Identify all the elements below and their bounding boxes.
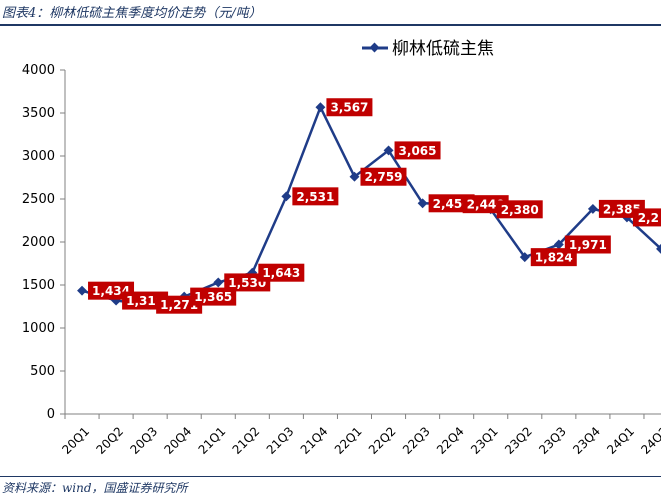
data-label: 1,971 [564, 235, 611, 254]
x-tick-label: 23Q1 [468, 424, 501, 457]
data-label-box [564, 235, 611, 254]
data-point [553, 239, 564, 250]
data-label-text: 3,065 [399, 144, 437, 158]
data-point [383, 145, 394, 156]
y-tick-label: 2000 [22, 235, 55, 250]
data-label-text: 2,2 [638, 211, 659, 225]
x-tick-label: 23Q3 [536, 424, 569, 457]
legend: 柳林低硫主焦 [362, 39, 494, 59]
data-label-text: 2,380 [501, 203, 539, 217]
top-divider [0, 24, 661, 26]
x-tick-label: 21Q2 [230, 424, 263, 457]
y-tick-label: 3000 [22, 149, 55, 164]
x-tick-label: 20Q1 [59, 424, 92, 457]
data-label-box [258, 263, 305, 282]
x-tick-label: 23Q4 [570, 424, 603, 457]
y-tick-label: 2500 [22, 192, 55, 207]
data-label-text: 1,271 [160, 298, 198, 312]
data-label: 3,065 [394, 141, 441, 160]
source-note: 资料来源：wind，国盛证券研究所 [2, 481, 188, 495]
data-point [656, 243, 661, 254]
data-label-text: 1,971 [569, 238, 607, 252]
data-label-box [190, 287, 237, 306]
legend-marker [369, 42, 380, 53]
data-label-box [496, 200, 543, 219]
y-tick-label: 1500 [22, 278, 55, 293]
data-label: 2,380 [496, 200, 543, 219]
data-label-box [292, 187, 339, 206]
data-label-box [394, 141, 441, 160]
data-label: 2,531 [292, 187, 339, 206]
data-label-box [326, 98, 373, 117]
x-tick-label: 21Q1 [196, 424, 229, 457]
figure-title: 图表4：柳林低硫主焦季度均价走势（元/吨） [2, 6, 262, 21]
data-label-text: 2,440 [467, 198, 505, 212]
data-label-text: 2,531 [296, 190, 334, 204]
data-label: 1,365 [190, 287, 237, 306]
data-label: 2,759 [360, 167, 407, 186]
bottom-divider [0, 476, 661, 477]
y-tick-label: 500 [30, 364, 55, 379]
data-point [417, 198, 428, 209]
x-tick-label: 22Q3 [400, 424, 433, 457]
x-tick-label: 22Q4 [434, 424, 467, 457]
data-label: 2,2 [632, 208, 661, 227]
data-label-text: 1,365 [194, 290, 232, 304]
data-label-text: 2,759 [365, 170, 403, 184]
data-label: 1,643 [258, 263, 305, 282]
data-point [349, 171, 360, 182]
x-tick-label: 20Q2 [93, 424, 126, 457]
data-point [77, 285, 87, 296]
data-point [587, 203, 598, 214]
series-line [81, 104, 661, 306]
y-tick-label: 4000 [22, 63, 55, 78]
y-tick-label: 0 [47, 407, 55, 422]
x-tick-label: 24Q1 [604, 424, 637, 457]
x-tick-label: 20Q3 [127, 424, 160, 457]
data-label: 3,567 [326, 98, 373, 117]
x-tick-label: 21Q3 [264, 424, 297, 457]
data-label-text: 1,434 [92, 284, 130, 298]
data-label-box [632, 208, 661, 227]
x-tick-label: 21Q4 [298, 424, 331, 457]
data-label-text: 3,567 [330, 101, 368, 115]
data-label-text: 1,824 [535, 251, 573, 265]
y-tick-label: 1000 [22, 321, 55, 336]
data-label-text: 2,450 [433, 197, 471, 211]
data-label-box [360, 167, 407, 186]
x-tick-label: 22Q1 [332, 424, 365, 457]
x-tick-label: 20Q4 [162, 424, 195, 457]
x-tick-label: 23Q2 [502, 424, 535, 457]
data-point [213, 277, 224, 288]
data-point [315, 102, 326, 113]
data-point [281, 191, 292, 202]
x-axis: 20Q1 20Q2 20Q3 20Q4 21Q1 21Q2 21Q3 21Q4 22Q1 22Q2… [59, 413, 661, 457]
data-label-text: 1,319 [126, 294, 164, 308]
y-axis: 0 500 1000 1500 2000 2500 3000 3500 4000 [22, 63, 66, 422]
y-tick-label: 3500 [22, 106, 55, 121]
data-label-text: 2,385 [603, 202, 641, 216]
x-tick-label: 22Q2 [366, 424, 399, 457]
x-tick-label: 24Q2 [638, 424, 661, 457]
data-label-text: 1,530 [228, 276, 266, 290]
legend-label: 柳林低硫主焦 [392, 39, 494, 59]
data-label-text: 1,643 [262, 266, 300, 280]
